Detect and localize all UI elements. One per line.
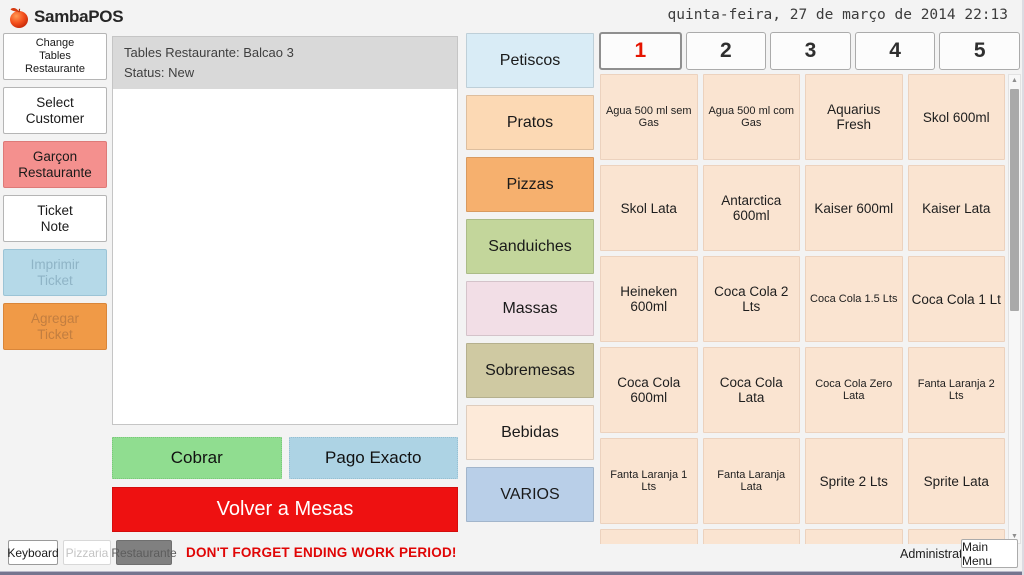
garcon-restaurante-button[interactable]: Garçon Restaurante bbox=[3, 141, 107, 188]
imprimir-ticket-button[interactable]: Imprimir Ticket bbox=[3, 249, 107, 296]
scroll-up-icon[interactable]: ▲ bbox=[1011, 77, 1018, 84]
category-sobremesas[interactable]: Sobremesas bbox=[466, 343, 594, 398]
main-menu-button[interactable]: Main Menu bbox=[961, 539, 1018, 568]
product-button[interactable]: Kaiser 600ml bbox=[805, 165, 903, 251]
app-title: SambaPOS bbox=[34, 7, 124, 26]
ticket-commands-sidebar: Change Tables Restaurante Select Customer… bbox=[3, 33, 107, 350]
volver-a-mesas-button[interactable]: Volver a Mesas bbox=[112, 487, 458, 532]
sambapos-logo-icon bbox=[7, 5, 32, 30]
product-grid: Agua 500 ml sem Gas Agua 500 ml com Gas Aq… bbox=[600, 74, 1005, 544]
page-tab-2[interactable]: 2 bbox=[685, 32, 767, 70]
product-button-partial[interactable] bbox=[805, 529, 903, 544]
select-customer-button[interactable]: Select Customer bbox=[3, 87, 107, 134]
product-grid-viewport: Agua 500 ml sem Gas Agua 500 ml com Gas Aq… bbox=[600, 74, 1005, 544]
scrollbar-thumb[interactable] bbox=[1010, 89, 1019, 311]
product-button[interactable]: Sprite Lata bbox=[907, 438, 1005, 524]
product-button[interactable]: Agua 500 ml sem Gas bbox=[600, 74, 698, 160]
ticket-note-button[interactable]: Ticket Note bbox=[3, 195, 107, 242]
category-pratos[interactable]: Pratos bbox=[466, 95, 594, 150]
category-list: Petiscos Pratos Pizzas Sanduiches Massas Sobr… bbox=[466, 33, 594, 522]
product-button[interactable]: Aquarius Fresh bbox=[805, 74, 903, 160]
work-period-warning: DON'T FORGET ENDING WORK PERIOD! bbox=[186, 545, 457, 560]
product-button[interactable]: Coca Cola Lata bbox=[702, 347, 800, 433]
product-button[interactable]: Coca Cola 1.5 Lts bbox=[805, 256, 903, 342]
product-button[interactable]: Fanta Laranja 1 Lts bbox=[600, 438, 698, 524]
product-button[interactable]: Coca Cola 1 Lt bbox=[907, 256, 1005, 342]
category-varios[interactable]: VARIOS bbox=[466, 467, 594, 522]
category-petiscos[interactable]: Petiscos bbox=[466, 33, 594, 88]
change-tables-button[interactable]: Change Tables Restaurante bbox=[3, 33, 107, 80]
product-button[interactable]: Coca Cola 2 Lts bbox=[702, 256, 800, 342]
agregar-ticket-button[interactable]: Agregar Ticket bbox=[3, 303, 107, 350]
ticket-table-info: Tables Restaurante: Balcao 3 bbox=[124, 45, 294, 60]
app-logo: SambaPOS bbox=[7, 4, 124, 30]
department-pizzaria-button[interactable]: Pizzaria bbox=[63, 540, 111, 565]
product-button[interactable]: Skol Lata bbox=[600, 165, 698, 251]
category-pizzas[interactable]: Pizzas bbox=[466, 157, 594, 212]
products-scrollbar[interactable]: ▲ ▼ bbox=[1008, 74, 1021, 544]
product-button[interactable]: Antarctica 600ml bbox=[702, 165, 800, 251]
department-restaurante-button[interactable]: Restaurante bbox=[111, 540, 177, 565]
cobrar-button[interactable]: Cobrar bbox=[112, 437, 282, 479]
datetime-display: quinta-feira, 27 de março de 2014 22:13 bbox=[667, 7, 1008, 23]
product-button[interactable]: Coca Cola Zero Lata bbox=[805, 347, 903, 433]
ticket-status: Status: New bbox=[124, 64, 195, 80]
page-tab-3[interactable]: 3 bbox=[770, 32, 851, 70]
category-bebidas[interactable]: Bebidas bbox=[466, 405, 594, 460]
page-tab-1[interactable]: 1 bbox=[599, 32, 682, 70]
product-button[interactable]: Skol 600ml bbox=[907, 74, 1005, 160]
product-button-partial[interactable] bbox=[702, 529, 800, 544]
page-tab-4[interactable]: 4 bbox=[854, 32, 936, 70]
product-button[interactable]: Coca Cola 600ml bbox=[600, 347, 698, 433]
pago-exacto-button[interactable]: Pago Exacto bbox=[288, 437, 458, 479]
window-bottom-border bbox=[0, 571, 1022, 575]
product-button[interactable]: Fanta Laranja 2 Lts bbox=[907, 347, 1005, 433]
category-sanduiches[interactable]: Sanduiches bbox=[466, 219, 594, 274]
product-button[interactable]: Sprite 2 Lts bbox=[805, 438, 903, 524]
product-button-partial[interactable] bbox=[600, 529, 698, 544]
product-button[interactable]: Heineken 600ml bbox=[600, 256, 698, 342]
logged-in-user-label: Administrator bbox=[900, 547, 974, 561]
scroll-down-icon[interactable]: ▼ bbox=[1011, 533, 1018, 540]
product-button[interactable]: Agua 500 ml com Gas bbox=[702, 74, 800, 160]
product-button[interactable]: Fanta Laranja Lata bbox=[702, 438, 800, 524]
category-massas[interactable]: Massas bbox=[466, 281, 594, 336]
product-button[interactable]: Kaiser Lata bbox=[907, 165, 1005, 251]
ticket-panel: Tables Restaurante: Balcao 3 Status: New bbox=[112, 36, 458, 425]
ticket-header: Tables Restaurante: Balcao 3 Status: New bbox=[113, 37, 457, 89]
payment-actions: Cobrar Pago Exacto bbox=[112, 437, 458, 479]
page-tab-5[interactable]: 5 bbox=[939, 32, 1020, 70]
ticket-order-list[interactable] bbox=[113, 89, 457, 476]
keyboard-button[interactable]: Keyboard bbox=[7, 540, 59, 565]
